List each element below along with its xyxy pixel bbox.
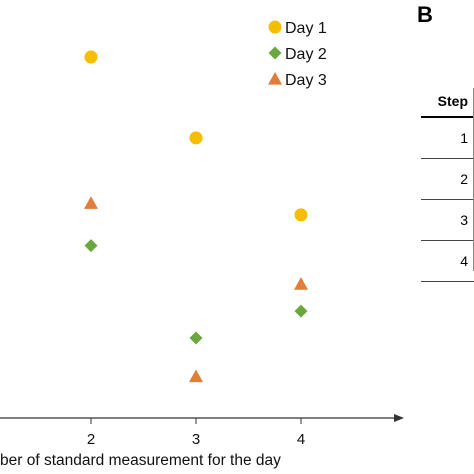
legend-marker-day-1 [268, 20, 282, 34]
x-axis: 2 3 4 ber of standard measurement for the d… [0, 414, 404, 469]
data-point-day-1 [84, 50, 98, 64]
legend-marker-day-2 [268, 46, 282, 60]
data-points [84, 50, 308, 383]
legend: Day 1 Day 2 Day 3 [268, 20, 327, 89]
data-point-day-3 [84, 196, 98, 209]
data-point-day-1 [189, 131, 203, 145]
data-point-day-2 [84, 239, 98, 253]
x-tick-label: 3 [192, 431, 200, 448]
step-table-row: 3 [421, 200, 474, 241]
step-table: Step 1 2 3 4 [421, 88, 474, 282]
legend-label-day-2: Day 2 [285, 46, 327, 63]
x-tick-label: 2 [87, 431, 95, 448]
data-point-day-1 [294, 208, 308, 222]
x-axis-arrow [394, 414, 404, 422]
legend-label-day-1: Day 1 [285, 20, 327, 37]
data-point-day-2 [294, 304, 308, 318]
data-point-day-3 [294, 277, 308, 290]
x-tick-label: 4 [297, 431, 305, 448]
step-table-row: 2 [421, 159, 474, 200]
scatter-chart: 2 3 4 ber of standard measurement for the d… [0, 20, 404, 469]
x-axis-label: ber of standard measurement for the day [0, 452, 281, 469]
step-table-header: Step [421, 88, 474, 118]
data-point-day-2 [189, 331, 203, 345]
step-table-row: 1 [421, 118, 474, 159]
data-point-day-3 [189, 369, 203, 383]
legend-label-day-3: Day 3 [285, 72, 327, 89]
legend-marker-day-3 [268, 72, 282, 85]
panel-label-b: B [417, 2, 433, 27]
step-table-row: 4 [421, 241, 474, 282]
